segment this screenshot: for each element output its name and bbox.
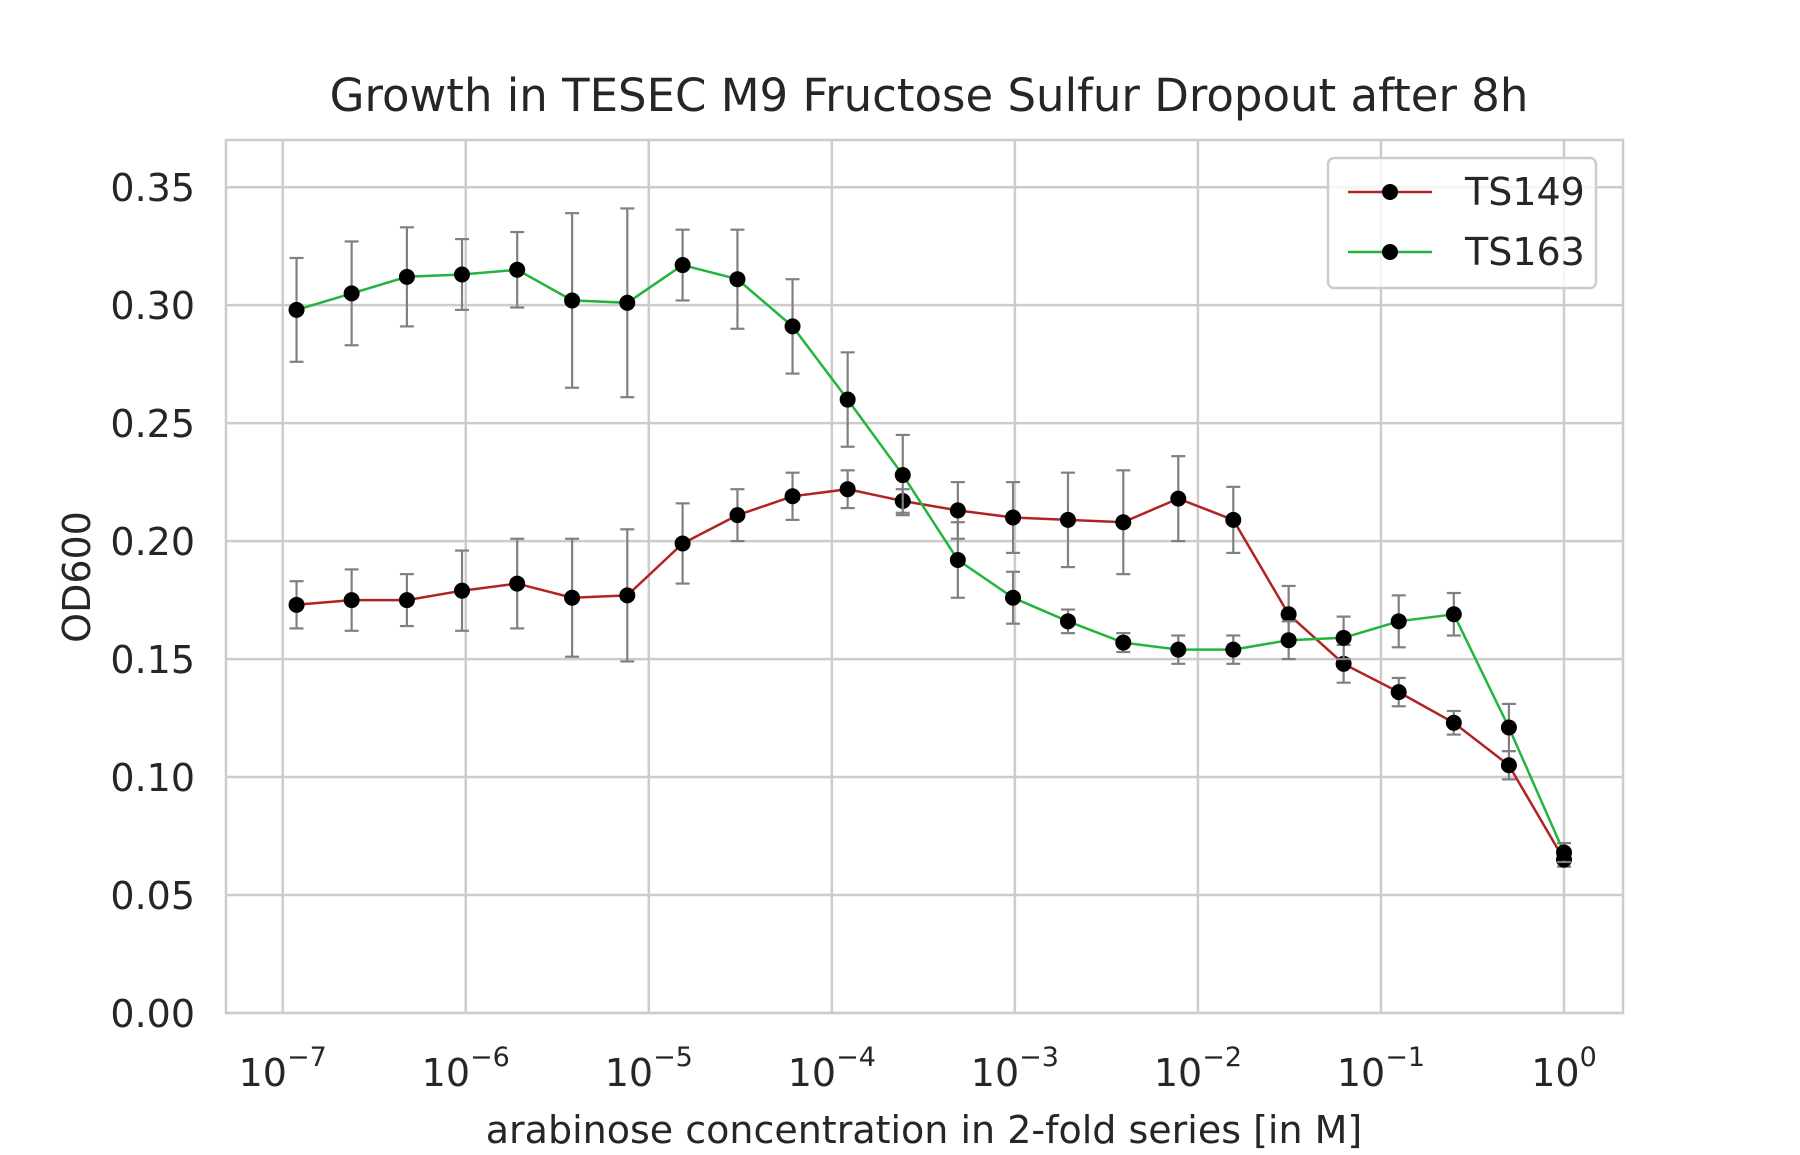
legend-label: TS149	[1464, 170, 1585, 214]
x-tick-exponent: −3	[1019, 1042, 1059, 1073]
data-point	[1005, 589, 1022, 606]
data-point	[1170, 490, 1187, 507]
x-tick-exponent: −7	[287, 1042, 327, 1073]
data-point	[1225, 511, 1242, 528]
data-point	[1390, 684, 1407, 701]
x-tick-exponent: −4	[836, 1042, 876, 1073]
x-axis-label: arabinose concentration in 2-fold series…	[486, 1108, 1363, 1152]
x-tick-label: 10−6	[422, 1042, 510, 1095]
data-point	[1445, 606, 1462, 623]
x-tick-exponent: −6	[470, 1042, 510, 1073]
x-tick-base: 10	[1531, 1051, 1579, 1095]
x-tick-label: 10−2	[1154, 1042, 1242, 1095]
series-line	[296, 263, 1566, 854]
x-tick-label: 10−4	[788, 1042, 876, 1095]
data-point	[1390, 613, 1407, 630]
x-tick-base: 10	[971, 1051, 1019, 1095]
y-tick-label: 0.30	[110, 284, 195, 328]
data-point	[784, 318, 801, 335]
x-tick-exponent: −1	[1385, 1042, 1425, 1073]
data-point	[894, 467, 911, 484]
data-point	[1059, 613, 1076, 630]
data-point	[1115, 634, 1132, 651]
data-point	[949, 551, 966, 568]
x-tick-base: 10	[422, 1051, 470, 1095]
data-point	[729, 507, 746, 524]
data-point	[1059, 511, 1076, 528]
x-tick-exponent: −5	[653, 1042, 693, 1073]
data-point	[288, 596, 305, 613]
y-tick-label: 0.10	[110, 756, 195, 800]
plot-frame	[224, 138, 1625, 1015]
data-point	[398, 268, 415, 285]
data-point	[1335, 629, 1352, 646]
legend-marker	[1382, 244, 1398, 260]
data-point	[1556, 844, 1573, 861]
y-tick-label: 0.05	[110, 874, 195, 918]
x-tick-base: 10	[788, 1051, 836, 1095]
y-tick-label: 0.20	[110, 520, 195, 564]
y-tick-label: 0.25	[110, 402, 195, 446]
data-point	[674, 535, 691, 552]
data-point	[619, 294, 636, 311]
series-line	[296, 487, 1566, 861]
legend: TS149 TS163	[1326, 156, 1598, 290]
data-point	[288, 301, 305, 318]
data-point	[619, 587, 636, 604]
x-tick-label: 10−3	[971, 1042, 1059, 1095]
x-tick-exponent: 0	[1580, 1042, 1597, 1073]
data-point	[343, 285, 360, 302]
chart-title: Growth in TESEC M9 Fructose Sulfur Dropo…	[330, 69, 1529, 122]
x-tick-label: 100	[1531, 1042, 1597, 1095]
y-tick-label: 0.35	[110, 166, 195, 210]
data-point	[1115, 514, 1132, 531]
data-point	[839, 391, 856, 408]
data-point	[454, 582, 471, 599]
data-point	[784, 488, 801, 505]
data-point	[509, 261, 526, 278]
data-point	[1280, 606, 1297, 623]
data-point	[1500, 757, 1517, 774]
data-point	[454, 266, 471, 283]
x-tick-exponent: −2	[1202, 1042, 1242, 1073]
x-tick-label: 10−1	[1337, 1042, 1425, 1095]
data-point	[509, 575, 526, 592]
series-layer	[288, 207, 1573, 868]
data-point	[564, 589, 581, 606]
x-tick-base: 10	[239, 1051, 287, 1095]
data-point	[398, 592, 415, 609]
series-ts149	[288, 455, 1573, 868]
y-axis-label: OD600	[55, 511, 99, 643]
data-point	[1500, 719, 1517, 736]
legend-marker	[1382, 184, 1398, 200]
y-tick-label: 0.00	[110, 992, 195, 1036]
data-point	[1445, 714, 1462, 731]
data-point	[674, 257, 691, 274]
series-ts163	[288, 207, 1573, 864]
x-tick-base: 10	[605, 1051, 653, 1095]
x-tick-label: 10−5	[605, 1042, 693, 1095]
x-tick-label: 10−7	[239, 1042, 327, 1095]
data-point	[564, 292, 581, 309]
data-point	[1280, 632, 1297, 649]
data-point	[839, 481, 856, 498]
data-point	[729, 271, 746, 288]
data-point	[949, 502, 966, 519]
data-point	[1005, 509, 1022, 526]
x-tick-base: 10	[1337, 1051, 1385, 1095]
x-tick-base: 10	[1154, 1051, 1202, 1095]
data-point	[343, 592, 360, 609]
y-tick-label: 0.15	[110, 638, 195, 682]
data-point	[1225, 641, 1242, 658]
data-point	[1170, 641, 1187, 658]
legend-label: TS163	[1464, 230, 1585, 274]
